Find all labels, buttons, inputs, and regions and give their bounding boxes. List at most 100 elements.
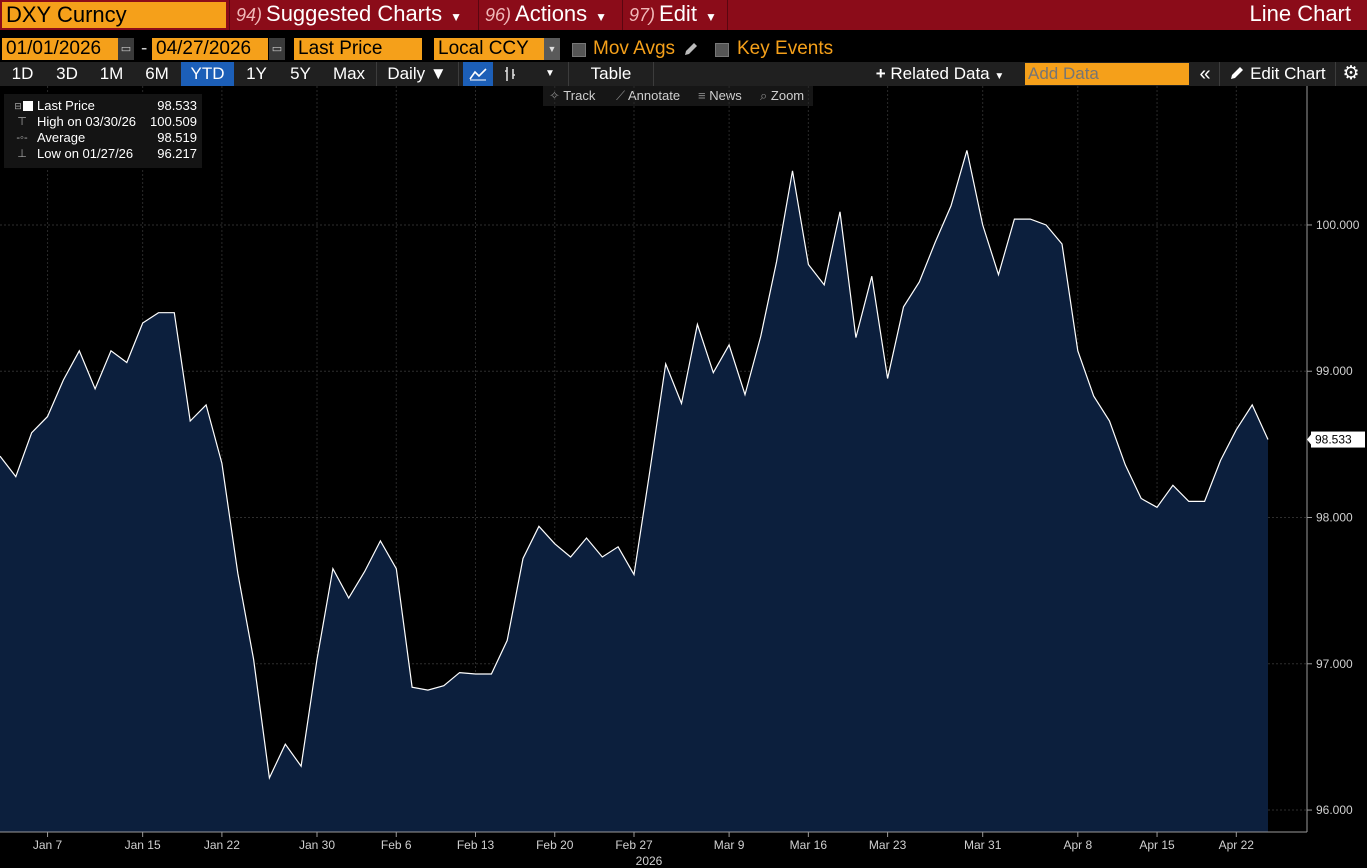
x-tick-label: Jan 7 (33, 838, 63, 852)
chart-tools-bar (543, 86, 813, 106)
table-button[interactable]: Table (570, 62, 652, 86)
related-data-button[interactable]: + Related Data ▼ (860, 62, 1020, 86)
range-6m-button[interactable]: 6M (134, 62, 180, 86)
range-ytd-button[interactable]: YTD (181, 62, 234, 86)
chart-legend: ⊟ Last Price 98.533 ⊤ High on 03/30/26 1… (4, 94, 202, 168)
legend-high: ⊤ High on 03/30/26 100.509 (4, 114, 202, 130)
ticker-input[interactable]: DXY Curncy (2, 2, 226, 28)
chevron-down-icon: ▼ (595, 10, 608, 24)
range-1d-button[interactable]: 1D (0, 62, 45, 86)
legend-average: -◦- Average 98.519 (4, 130, 202, 146)
low-marker-icon: ⊥ (17, 148, 27, 160)
high-marker-icon: ⊤ (17, 116, 27, 128)
chart-type-dropdown[interactable]: ▼ (535, 62, 565, 86)
key-events-label: Key Events (737, 38, 834, 59)
legend-value: 96.217 (157, 146, 197, 161)
range-5y-button[interactable]: 5Y (279, 62, 322, 86)
x-tick-label: Jan 15 (125, 838, 161, 852)
price-chart[interactable]: 96.000 97.000 98.000 99.000 100.000 Jan 7 Jan … (0, 86, 1367, 868)
frequency-label: Daily (387, 64, 426, 83)
track-label: Track (563, 88, 596, 103)
menu-number: 97) (629, 5, 656, 25)
suggested-charts-menu[interactable]: 94) Suggested Charts ▼ (229, 0, 478, 30)
x-tick-label: Jan 30 (299, 838, 335, 852)
plus-icon: + (875, 64, 886, 83)
x-tick-label: Feb 13 (457, 838, 495, 852)
menu-number: 94) (236, 5, 263, 25)
chevron-down-icon: ▼ (704, 10, 717, 24)
x-tick-label: Mar 31 (964, 838, 1002, 852)
y-tick-label: 97.000 (1316, 657, 1353, 671)
legend-label: Last Price (37, 98, 95, 113)
pencil-icon[interactable] (682, 40, 700, 58)
edit-chart-button[interactable]: Edit Chart (1221, 62, 1334, 86)
annotate-label: Annotate (628, 88, 681, 103)
last-value-box (1311, 431, 1365, 448)
legend-low: ⊥ Low on 01/27/26 96.217 (4, 146, 202, 162)
header-bar: DXY Curncy 94) Suggested Charts ▼ 96) Actio… (0, 0, 1367, 30)
end-date-input[interactable]: 04/27/2026 (152, 38, 268, 60)
calendar-icon[interactable]: ▭ (118, 38, 134, 60)
divider (568, 62, 569, 86)
last-value-label: 98.533 (1315, 433, 1352, 447)
range-1y-button[interactable]: 1Y (234, 62, 279, 86)
date-separator: - (141, 38, 148, 59)
range-1m-button[interactable]: 1M (89, 62, 134, 86)
chevron-down-icon: ▼ (994, 71, 1005, 82)
field-select[interactable]: Last Price (294, 38, 422, 60)
calendar-icon[interactable]: ▭ (269, 38, 285, 60)
chevron-down-icon: ▼ (429, 64, 447, 83)
gear-icon[interactable]: ⚙ (1337, 62, 1365, 86)
annotate-button[interactable]: ⟋ Annotate (616, 86, 680, 106)
chart-type-title: Line Chart (1249, 1, 1351, 26)
x-tick-label: Feb 6 (381, 838, 412, 852)
series-line (0, 150, 1269, 780)
series-swatch (23, 101, 33, 111)
legend-last-price: ⊟ Last Price 98.533 (4, 98, 202, 114)
zoom-label: Zoom (770, 88, 805, 103)
x-tick-label: Jan 22 (204, 838, 240, 852)
y-tick-label: 98.000 (1316, 511, 1353, 525)
divider (653, 62, 654, 86)
magnifier-icon: ⌕ (760, 88, 768, 103)
x-year-label: 2026 (636, 854, 663, 868)
menu-number: 96) (485, 5, 512, 25)
divider (458, 62, 459, 86)
frequency-select[interactable]: Daily ▼ (378, 62, 456, 86)
candle-chart-icon[interactable] (497, 62, 523, 86)
x-tick-label: Feb 27 (615, 838, 653, 852)
x-tick-label: Mar 9 (714, 838, 745, 852)
news-button[interactable]: ≡ News (698, 86, 742, 106)
range-3d-button[interactable]: 3D (45, 62, 89, 86)
add-data-input[interactable] (1025, 63, 1189, 85)
menu-label: Edit (659, 1, 697, 26)
edit-menu[interactable]: 97) Edit ▼ (622, 0, 728, 30)
legend-value: 98.519 (157, 130, 197, 145)
last-value-pointer (1307, 434, 1311, 445)
news-icon: ≡ (698, 88, 706, 103)
related-data-label: Related Data (890, 64, 990, 83)
news-label: News (709, 88, 742, 103)
legend-label: Average (37, 130, 86, 145)
start-date-input[interactable]: 01/01/2026 (2, 38, 118, 60)
edit-chart-label: Edit Chart (1250, 64, 1326, 83)
pencil-icon (1231, 67, 1244, 79)
x-tick-label: Mar 23 (869, 838, 907, 852)
key-events-checkbox[interactable] (715, 43, 729, 57)
currency-select[interactable]: Local CCY (434, 38, 544, 60)
chevron-down-icon[interactable]: ▼ (544, 38, 560, 60)
range-max-button[interactable]: Max (322, 62, 376, 86)
divider (1219, 62, 1220, 86)
actions-menu[interactable]: 96) Actions ▼ (478, 0, 622, 30)
line-chart-icon[interactable] (463, 62, 493, 86)
zoom-button[interactable]: ⌕ Zoom (760, 86, 804, 106)
x-tick-label: Mar 16 (790, 838, 828, 852)
legend-value: 100.509 (150, 114, 197, 129)
double-chevron-left-icon[interactable]: « (1192, 62, 1218, 86)
divider (1335, 62, 1336, 86)
expand-icon[interactable]: ⊟ (14, 101, 22, 111)
legend-label: Low on 01/27/26 (37, 146, 134, 161)
x-tick-label: Feb 20 (536, 838, 574, 852)
mov-avgs-checkbox[interactable] (572, 43, 586, 57)
annotate-icon: ⟋ (616, 88, 626, 103)
